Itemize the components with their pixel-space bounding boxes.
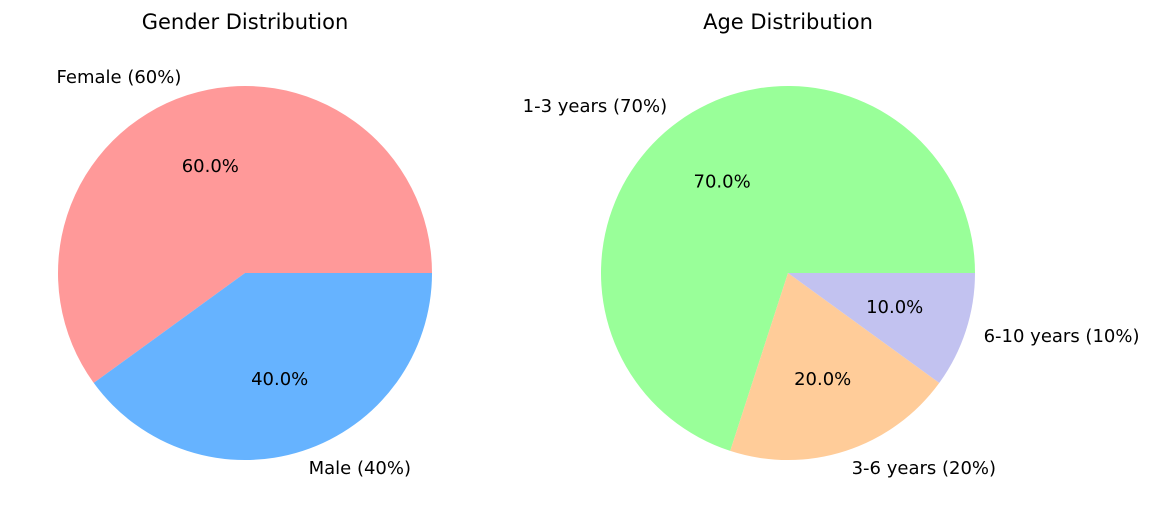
gender-chart-title: Gender Distribution bbox=[142, 10, 349, 34]
age-chart-title: Age Distribution bbox=[703, 10, 873, 34]
age-pie-labels: 70.0% 1-3 years (70%) 20.0% 3-6 years (20%)… bbox=[523, 96, 1140, 479]
gender-category-label-female: Female (60%) bbox=[57, 67, 182, 88]
age-pct-label-6-10-years: 10.0% bbox=[866, 297, 923, 318]
age-slice-6-10-years bbox=[788, 273, 975, 383]
gender-pct-label-male: 40.0% bbox=[251, 369, 308, 390]
gender-category-label-male: Male (40%) bbox=[309, 458, 411, 479]
age-pie-slices bbox=[601, 86, 975, 461]
gender-slice-female bbox=[57, 86, 432, 383]
age-pct-label-3-6-years: 20.0% bbox=[794, 369, 851, 390]
age-category-label-6-10-years: 6-10 years (10%) bbox=[984, 326, 1140, 347]
age-slice-3-6-years bbox=[730, 273, 940, 461]
age-pie-chart: Age Distribution 70.0% 1-3 years (70%) 20.… bbox=[523, 10, 1140, 479]
age-category-label-1-3-years: 1-3 years (70%) bbox=[523, 96, 667, 117]
age-category-label-3-6-years: 3-6 years (20%) bbox=[852, 458, 996, 479]
gender-slice-male bbox=[93, 273, 433, 461]
age-slice-1-3-years bbox=[601, 86, 975, 451]
age-pct-label-1-3-years: 70.0% bbox=[694, 172, 751, 193]
gender-pct-label-female: 60.0% bbox=[182, 156, 239, 177]
gender-pie-slices bbox=[57, 86, 433, 461]
gender-pie-labels: 60.0% Female (60%) 40.0% Male (40%) bbox=[57, 67, 411, 479]
gender-pie-chart: Gender Distribution 60.0% Female (60%) 40.… bbox=[57, 10, 433, 479]
